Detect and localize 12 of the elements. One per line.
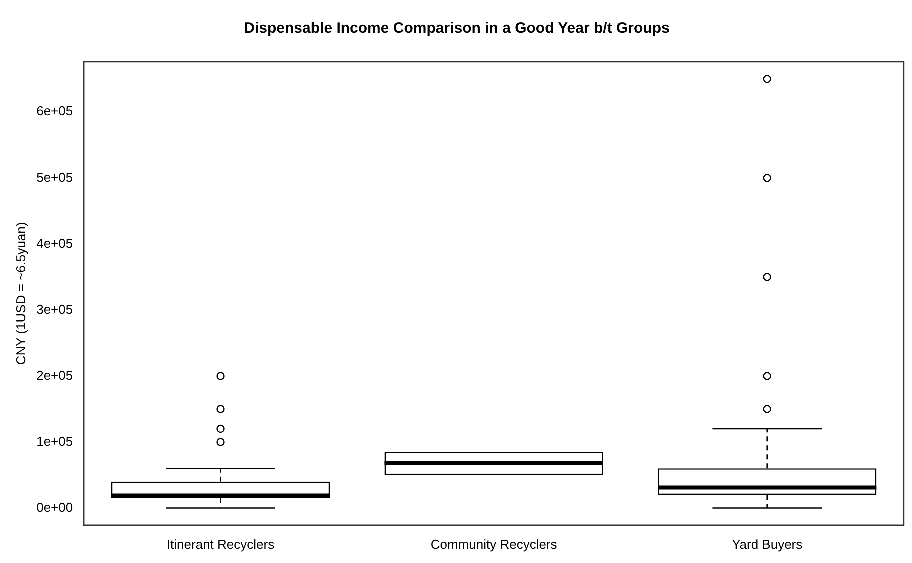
y-tick-label: 3e+05 xyxy=(36,302,74,317)
y-tick-label: 0e+00 xyxy=(36,500,74,515)
x-tick-label: Community Recyclers xyxy=(430,536,558,552)
x-tick-label: Yard Buyers xyxy=(732,536,804,552)
y-tick-label: 2e+05 xyxy=(36,368,74,383)
y-tick-label: 1e+05 xyxy=(36,434,74,449)
y-tick-label: 4e+05 xyxy=(36,236,74,251)
y-axis-title: CNY (1USD = ~6.5yuan) xyxy=(13,222,28,366)
y-tick-label: 6e+05 xyxy=(36,104,74,119)
x-tick-label: Itinerant Recyclers xyxy=(166,536,276,552)
chart-title: Dispensable Income Comparison in a Good Year b/t Groups xyxy=(244,20,670,38)
y-tick-label: 5e+05 xyxy=(36,170,74,185)
